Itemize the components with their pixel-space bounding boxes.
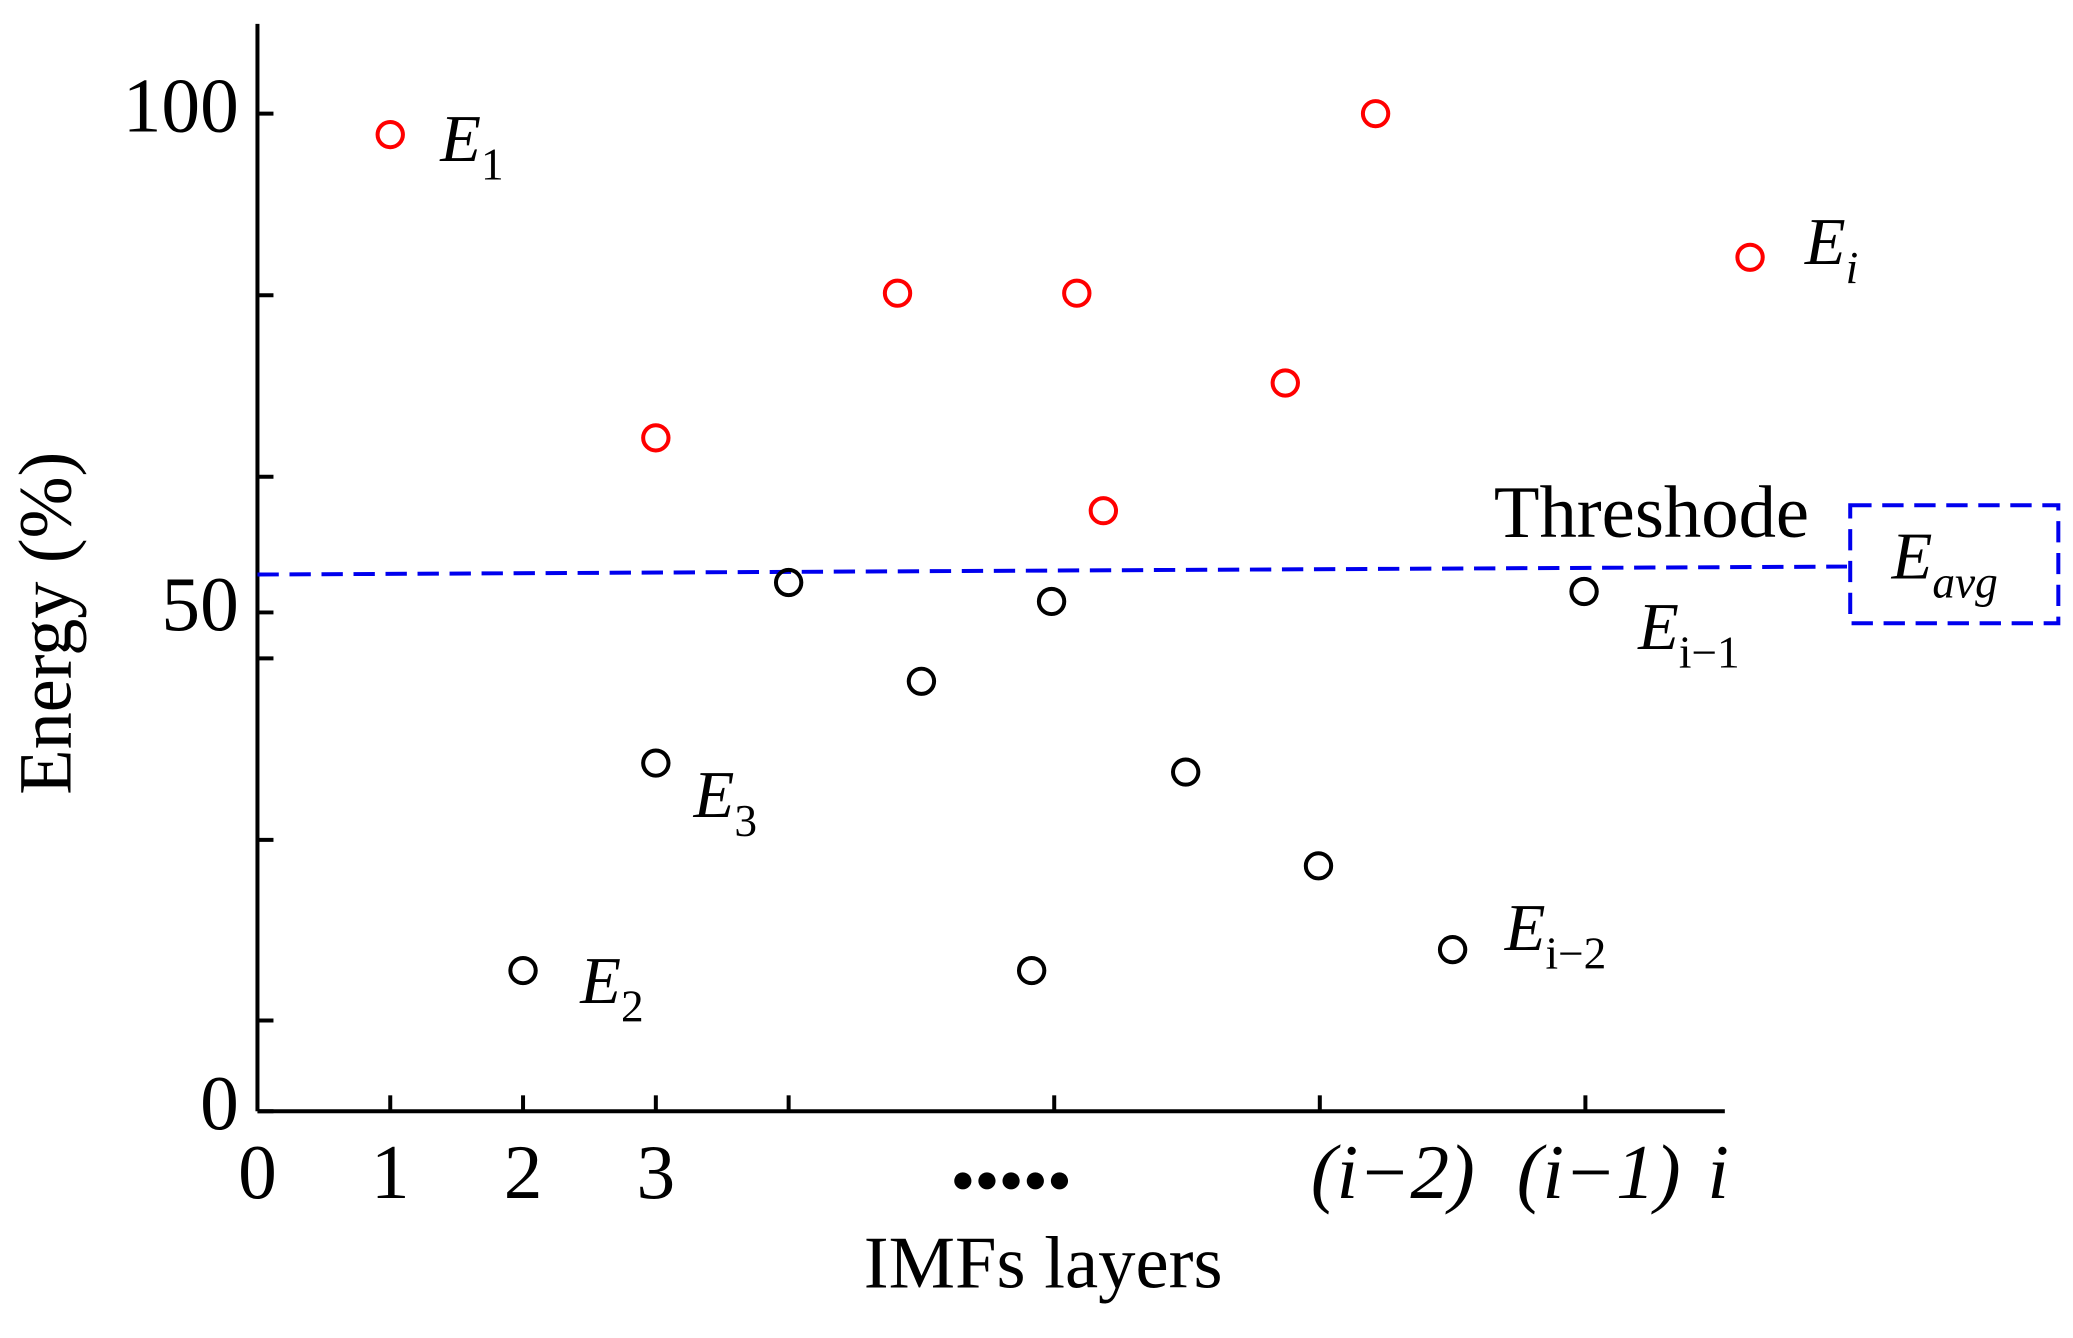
x-tick-label: 3 (637, 1129, 676, 1215)
x-ellipsis: ●●●●● (951, 1156, 1072, 1201)
point (1360, 99, 1391, 129)
x-tick-label: 0 (238, 1129, 277, 1215)
x-tick-label: 2 (504, 1129, 543, 1215)
annotation: Ei (1804, 207, 1858, 294)
point (1088, 496, 1119, 526)
annotation: Eavg (1891, 521, 1998, 608)
x-axis-label: IMFs layers (864, 1223, 1223, 1305)
threshold-label: Threshode (1494, 472, 1809, 554)
annotation: E2 (579, 945, 643, 1032)
threshold-line (257, 564, 1848, 577)
annotation: E3 (693, 760, 757, 847)
x-tick-label: 1 (371, 1129, 410, 1215)
annotation: Ei−2 (1504, 892, 1607, 979)
y-tick-label: 0 (200, 1060, 239, 1146)
point (1016, 955, 1047, 986)
annotation: Ei−1 (1637, 591, 1740, 678)
point (773, 567, 804, 598)
point (1437, 935, 1468, 965)
point (641, 423, 671, 453)
x-tick-label: (i−1) (1517, 1129, 1681, 1215)
point (1171, 757, 1201, 787)
point (1036, 586, 1067, 617)
point (1735, 242, 1765, 272)
point (375, 120, 405, 150)
y-tick-label: 50 (161, 561, 238, 647)
point (1062, 278, 1092, 308)
annotation: E1 (439, 103, 503, 190)
point (882, 278, 913, 308)
y-axis-label: Energy (%) (5, 452, 87, 795)
avg-box (1848, 503, 2061, 626)
point (1270, 368, 1300, 398)
point (508, 955, 538, 986)
x-tick-label: i (1707, 1129, 1729, 1215)
point (906, 666, 937, 696)
point (641, 748, 671, 778)
y-tick-label: 100 (123, 63, 239, 149)
point (1569, 576, 1599, 607)
point (1303, 851, 1334, 881)
x-tick-label: (i−2) (1311, 1129, 1475, 1215)
